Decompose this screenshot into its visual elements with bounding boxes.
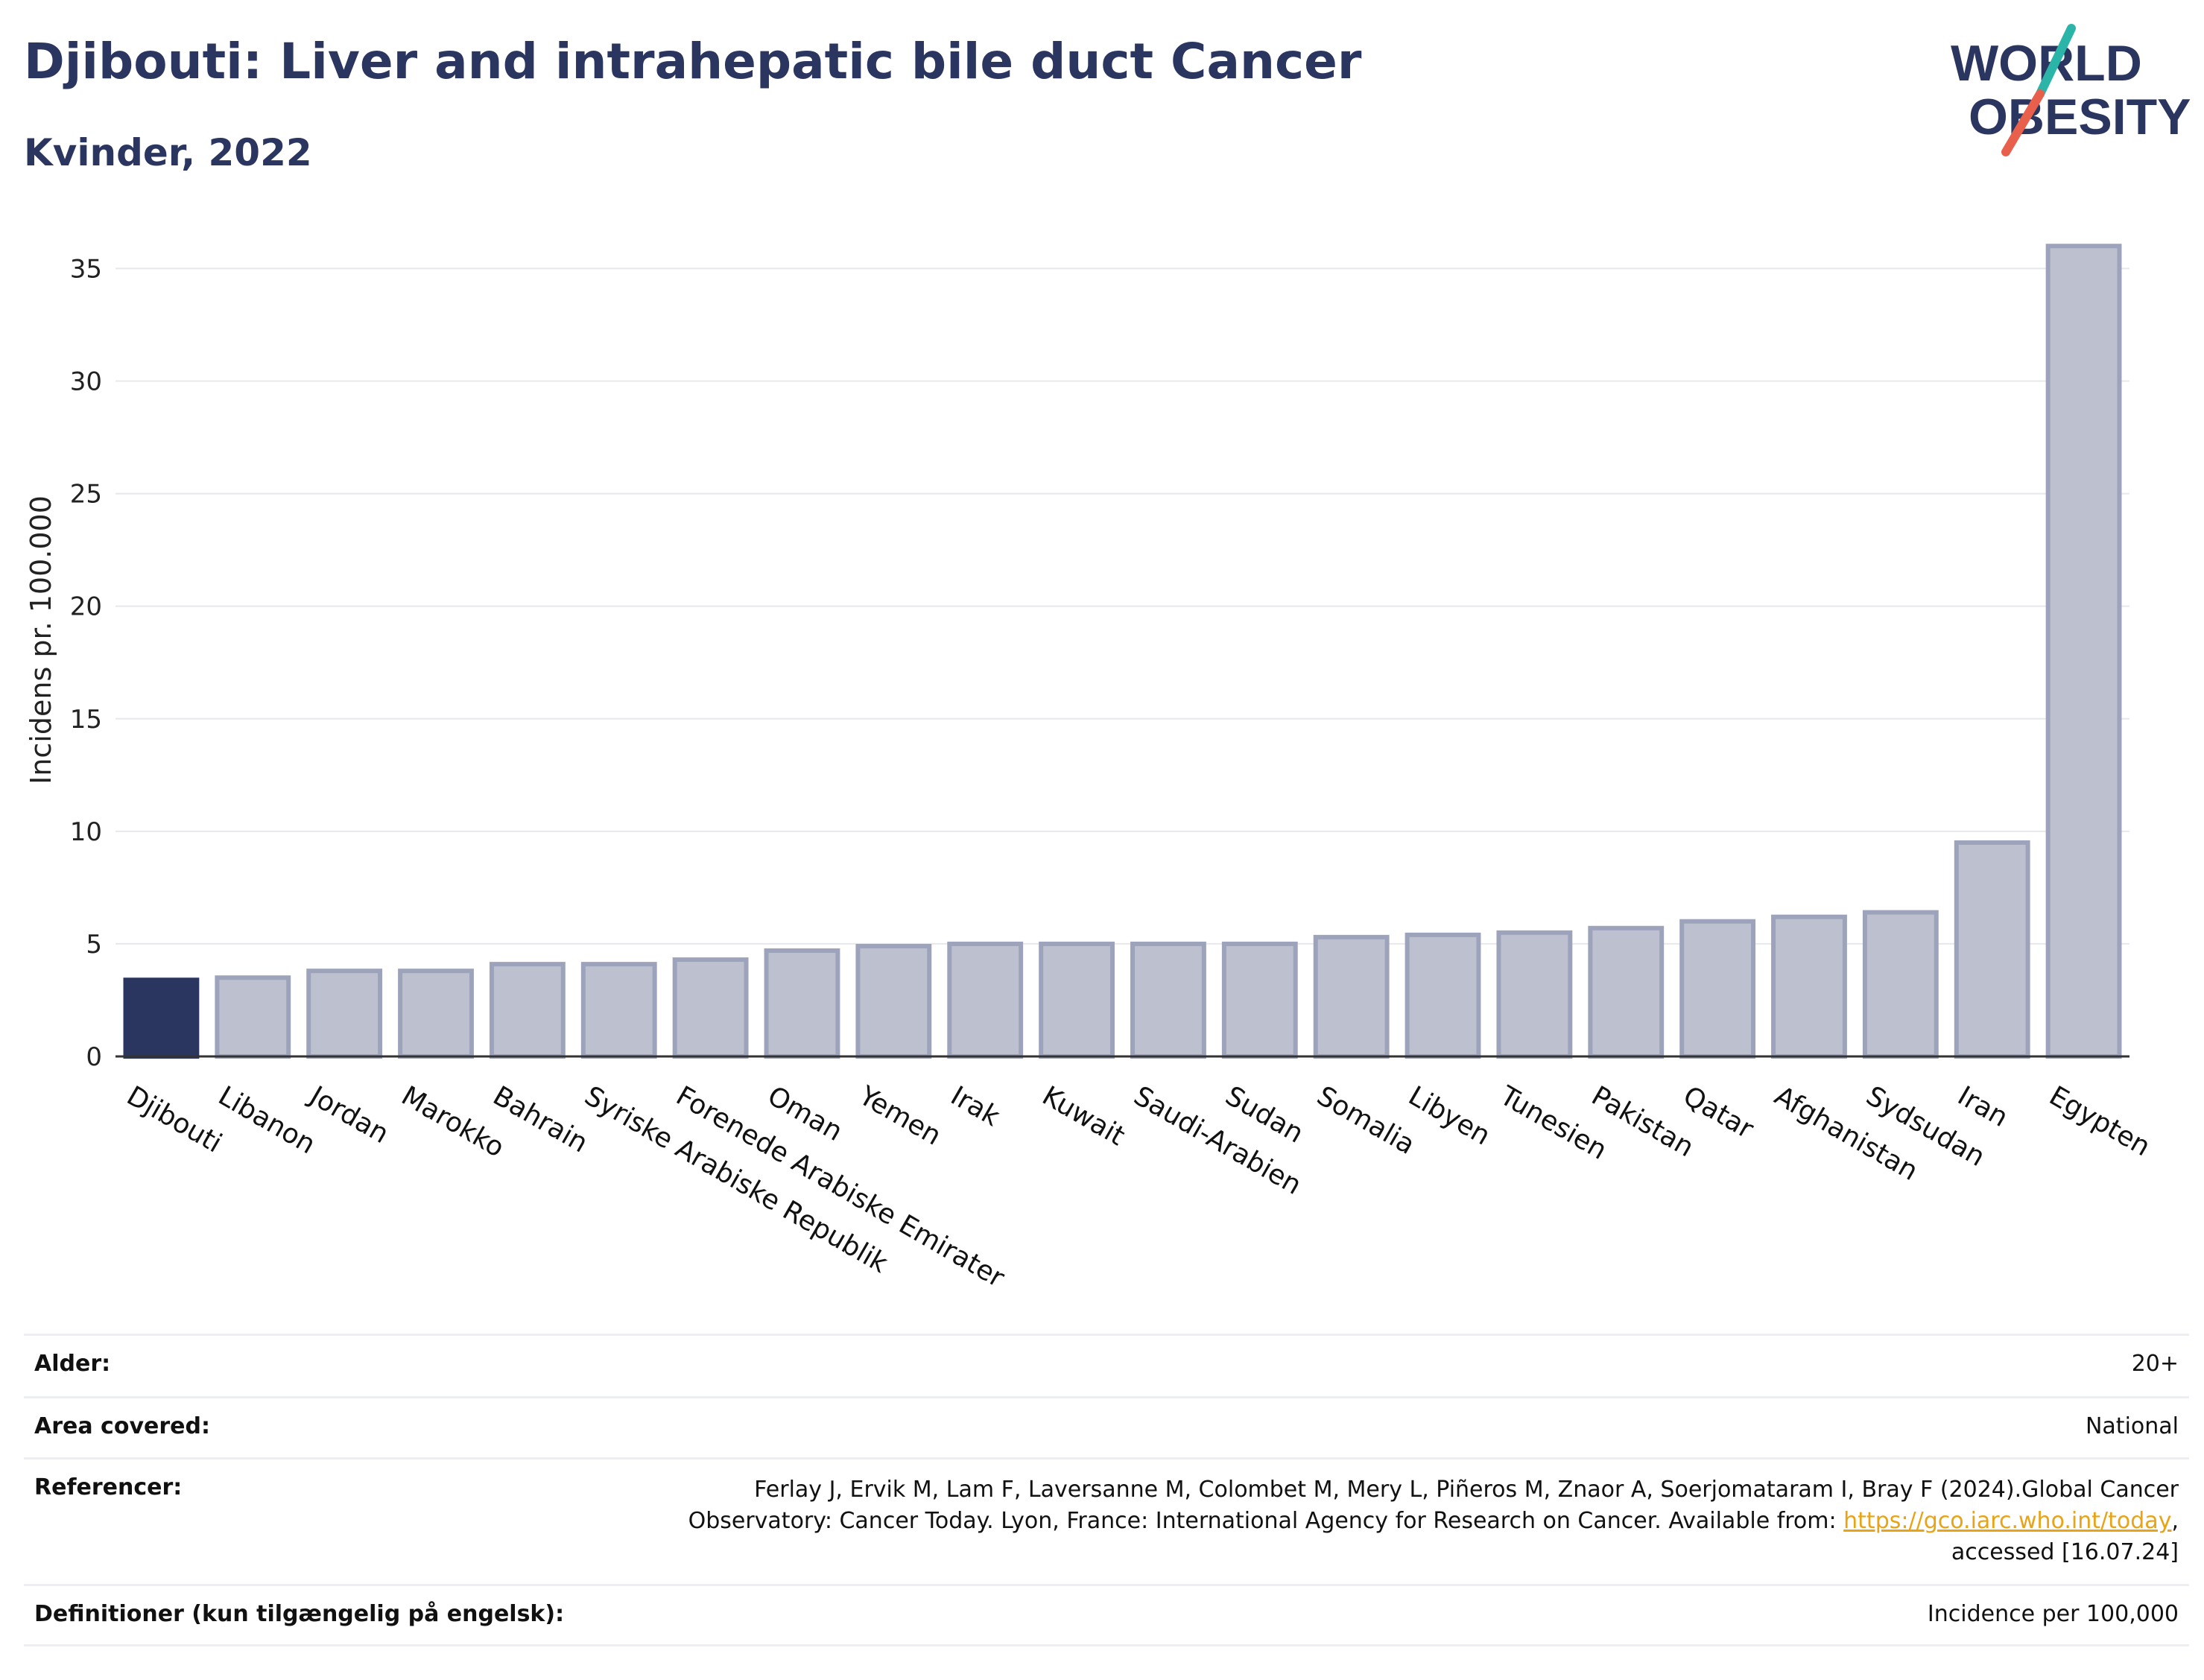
y-tick-label: 30 [70,367,102,397]
reference-line-3: accessed [16.07.24] [1951,1539,2179,1565]
bar-kuwait [1039,941,1115,1059]
references-label: Referencer: [34,1474,183,1500]
age-value: 20+ [2131,1351,2179,1377]
logo-accent-coral [2001,89,2045,156]
bar-qatar [1679,919,1756,1059]
x-tick-label: Somalia [1311,1080,1419,1161]
bar-djibouti [123,977,200,1059]
x-tick-label: Libanon [213,1080,320,1160]
bar-irak [947,941,1024,1059]
bar-afghanistan [1771,914,1847,1059]
info-table: Alder: 20+ Area covered: National Refere… [24,1334,2189,1646]
logo-text-obesity: OBESITY [1969,89,2191,145]
bar-bahrain [489,962,566,1059]
grid-lines [115,267,2129,945]
reference-comma: , [2171,1508,2179,1534]
reference-link[interactable]: https://gco.iarc.who.int/today [1843,1508,2172,1534]
y-tick-label: 5 [86,930,102,960]
bar-forenede-arabiske-emirater [672,957,749,1059]
bar-syriske-arabiske-republik [580,962,657,1059]
definitions-label: Definitioner (kun tilgængelig på engelsk… [34,1601,565,1627]
y-axis-label: Incidens pr. 100.000 [25,495,57,784]
bar-libyen [1405,932,1481,1059]
y-tick-label: 0 [86,1042,102,1072]
info-row-references: Referencer: Ferlay J, Ervik M, Lam F, La… [24,1457,2189,1584]
chart-title: Djibouti: Liver and intrahepatic bile du… [24,33,1362,90]
bar-oman [764,948,840,1059]
bar-sudan [1221,941,1298,1059]
x-tick-label: Djibouti [121,1080,227,1158]
reference-line-2: Observatory: Cancer Today. Lyon, France:… [688,1506,2179,1537]
x-tick-label: Irak [946,1080,1005,1132]
bar-jordan [306,969,383,1059]
x-tick-label: Marokko [396,1080,510,1163]
bar-saudi-arabien [1130,941,1206,1059]
bar-pakistan [1588,925,1665,1059]
info-row-area: Area covered: National [24,1396,2189,1457]
bar-egypten [2045,244,2122,1059]
y-tick-label: 20 [70,592,102,622]
bar-somalia [1313,934,1390,1059]
logo-accent-teal [2036,24,2076,98]
references-value: Ferlay J, Ervik M, Lam F, Laversanne M, … [688,1474,2179,1568]
bar-yemen [855,943,932,1059]
x-tick-label: Kuwait [1037,1080,1130,1152]
reference-text: Observatory: Cancer Today. Lyon, France:… [688,1508,1844,1534]
x-tick-label: Iran [1952,1080,2013,1133]
area-value: National [2085,1413,2179,1439]
area-label: Area covered: [34,1413,210,1439]
y-tick-label: 10 [70,817,102,847]
x-tick-label: Egypten [2044,1080,2155,1162]
bar-libanon [215,975,291,1059]
chart-subtitle: Kvinder, 2022 [24,131,312,174]
x-tick-label: Yemen [853,1080,946,1152]
reference-line-1: Ferlay J, Ervik M, Lam F, Laversanne M, … [754,1477,2179,1503]
y-tick-label: 35 [70,254,102,284]
bar-sydsudan [1862,910,1939,1059]
definitions-value: Incidence per 100,000 [1927,1601,2179,1627]
age-label: Alder: [34,1351,111,1377]
world-obesity-logo: WORLD OBESITY [1951,24,2191,156]
x-tick-label: Bahrain [488,1080,593,1158]
x-tick-label: Libyen [1403,1080,1495,1151]
bars [123,244,2122,1059]
bar-marokko [398,969,474,1059]
y-tick-label: 25 [70,480,102,510]
info-row-age: Alder: 20+ [24,1334,2189,1396]
y-axis-ticks: 0 5 10 15 20 25 30 35 [70,254,102,1072]
bar-iran [1954,840,2030,1059]
y-tick-label: 15 [70,705,102,735]
info-row-definitions: Definitioner (kun tilgængelig på engelsk… [24,1584,2189,1646]
bar-tunesien [1496,930,1573,1059]
